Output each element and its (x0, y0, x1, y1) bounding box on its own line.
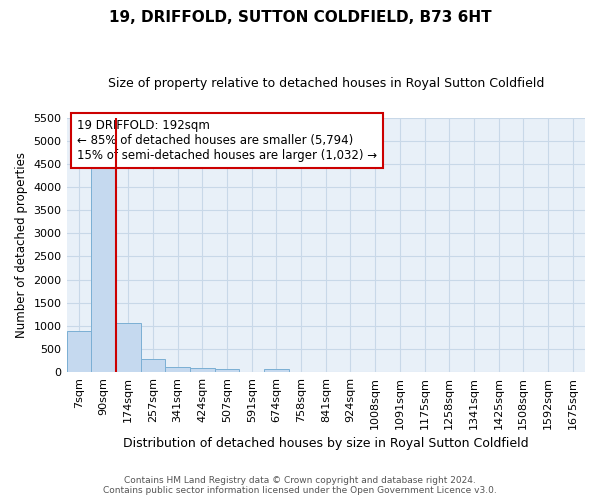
Bar (140, 359, 165, 372)
Bar (190, 368, 215, 372)
Y-axis label: Number of detached properties: Number of detached properties (15, 152, 28, 338)
Text: Contains HM Land Registry data © Crown copyright and database right 2024.
Contai: Contains HM Land Registry data © Crown c… (103, 476, 497, 495)
Bar (67, 331, 91, 372)
Bar (165, 367, 190, 372)
Text: 19 DRIFFOLD: 192sqm
← 85% of detached houses are smaller (5,794)
15% of semi-det: 19 DRIFFOLD: 192sqm ← 85% of detached ho… (77, 120, 377, 162)
Title: Size of property relative to detached houses in Royal Sutton Coldfield: Size of property relative to detached ho… (107, 78, 544, 90)
X-axis label: Distribution of detached houses by size in Royal Sutton Coldfield: Distribution of detached houses by size … (123, 437, 529, 450)
Bar (215, 370, 239, 372)
Bar (91, 162, 116, 372)
Bar (116, 323, 140, 372)
Text: 19, DRIFFOLD, SUTTON COLDFIELD, B73 6HT: 19, DRIFFOLD, SUTTON COLDFIELD, B73 6HT (109, 10, 491, 25)
Bar (264, 370, 289, 372)
